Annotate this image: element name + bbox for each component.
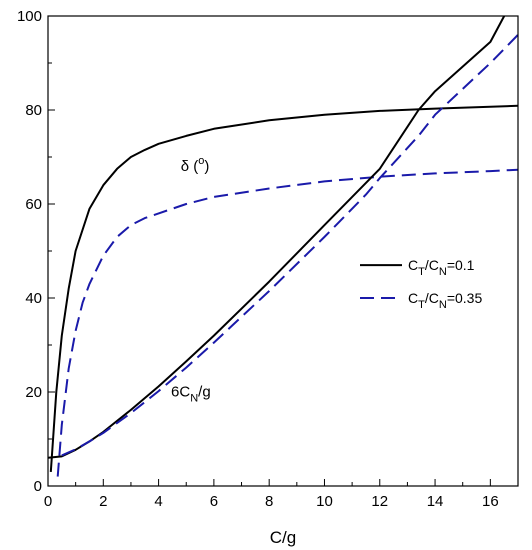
annotation-delta: δ (o) bbox=[181, 155, 210, 175]
x-tick-label: 14 bbox=[427, 493, 444, 510]
x-tick-label: 6 bbox=[210, 493, 218, 510]
x-tick-label: 2 bbox=[99, 493, 107, 510]
series-line-cn-dashed bbox=[61, 34, 518, 457]
x-tick-label: 12 bbox=[371, 493, 388, 510]
x-tick-label: 10 bbox=[316, 493, 333, 510]
y-tick-label: 80 bbox=[25, 102, 42, 119]
annotation-cn: 6CN/g bbox=[171, 384, 211, 405]
x-tick-label: 0 bbox=[44, 493, 52, 510]
y-tick-label: 60 bbox=[25, 196, 42, 213]
x-tick-label: 8 bbox=[265, 493, 273, 510]
legend-label-solid: CT/CN=0.1 bbox=[408, 257, 475, 278]
text-layer: δ (o) 6CN/g bbox=[171, 155, 211, 405]
plot-frame bbox=[47, 15, 519, 487]
series-layer bbox=[48, 16, 518, 477]
x-tick-label: 16 bbox=[482, 493, 499, 510]
y-tick-label: 100 bbox=[17, 8, 42, 25]
y-tick-label: 0 bbox=[34, 478, 42, 495]
series-line-delta-dashed bbox=[56, 168, 518, 477]
series-line-cn-solid bbox=[48, 16, 506, 459]
legend-label-dashed: CT/CN=0.35 bbox=[408, 290, 482, 311]
series-line-delta-solid bbox=[49, 104, 518, 472]
axes-layer: 0 2 4 6 8 10 12 14 16 0 20 40 60 80 100 bbox=[17, 8, 519, 510]
legend: CT/CN=0.1 CT/CN=0.35 bbox=[360, 257, 482, 311]
y-tick-label: 20 bbox=[25, 384, 42, 401]
x-axis-label: C/g bbox=[270, 528, 296, 547]
x-tick-label: 4 bbox=[154, 493, 162, 510]
y-tick-label: 40 bbox=[25, 290, 42, 307]
